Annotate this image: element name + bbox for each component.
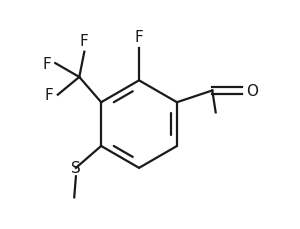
- Text: F: F: [135, 30, 143, 45]
- Text: F: F: [80, 33, 89, 48]
- Text: S: S: [71, 161, 81, 176]
- Text: F: F: [45, 88, 54, 103]
- Text: F: F: [42, 56, 51, 71]
- Text: O: O: [246, 84, 258, 98]
